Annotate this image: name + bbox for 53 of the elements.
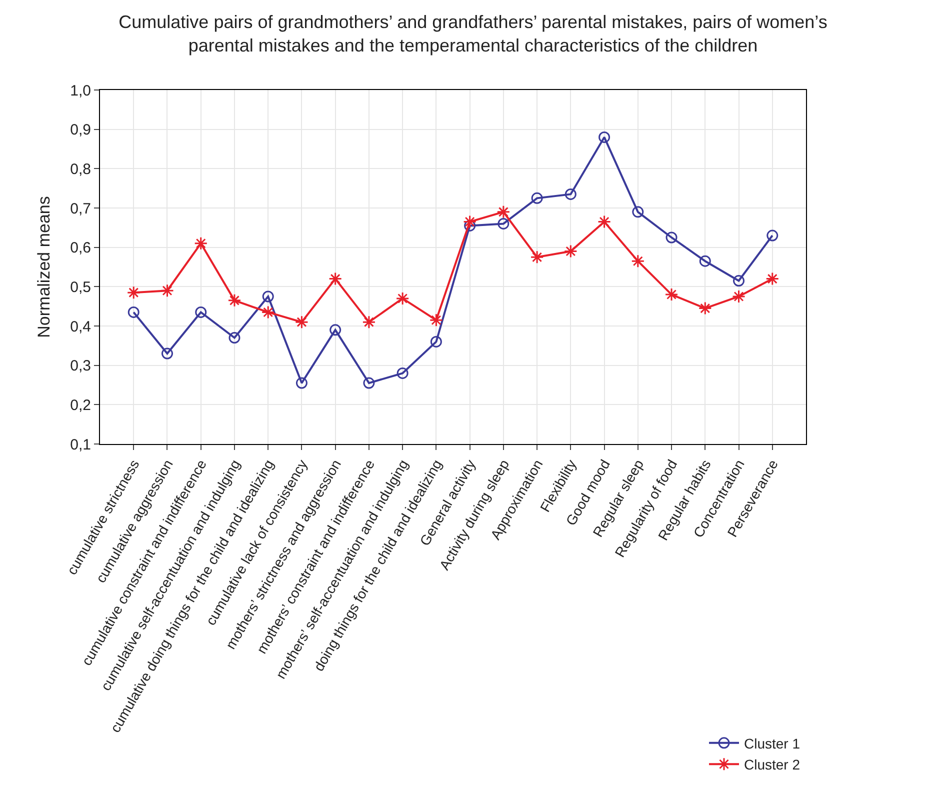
point [261,305,275,319]
y-tick-label: 0,8 [70,160,91,178]
y-tick-label: 0,2 [70,396,91,414]
legend-label: Cluster 1 [744,735,800,752]
point [666,232,678,244]
point [262,290,274,302]
point [463,215,477,229]
point [564,244,578,258]
point [699,255,711,267]
point [766,272,780,286]
point [160,284,174,298]
point [330,324,342,336]
point [429,313,443,327]
point [362,315,376,329]
y-tick-label: 0,1 [70,436,91,454]
point [530,250,544,264]
point [296,377,308,389]
point [698,302,712,316]
y-axis-title: Normalized means [34,196,54,338]
point [733,275,745,287]
y-tick-label: 0,5 [70,278,91,296]
point [363,377,375,389]
point [294,315,308,329]
y-tick-label: 0,7 [70,200,91,218]
point [564,188,576,200]
point [126,286,140,300]
point [128,306,140,318]
point [631,254,645,268]
point [328,272,342,286]
point [194,236,208,250]
point [498,218,510,230]
point [396,367,408,379]
y-tick-label: 0,3 [70,358,91,375]
point [632,206,644,218]
y-tick-label: 0,6 [70,240,91,257]
point [598,131,610,143]
y-tick-label: 0,4 [70,318,91,336]
point [195,306,207,318]
point [430,336,442,348]
point [732,290,746,304]
chart-title: Cumulative pairs of grandmothers’ and grandfathers’ parental mistakes, pairs of women’s parental mistakes and the temperamental characteristics of the children [118,12,828,56]
point [228,294,242,308]
point [598,215,612,229]
point [664,288,678,302]
point [766,230,778,242]
point [161,348,173,360]
y-tick-label: 0,9 [70,122,91,139]
point [496,205,510,219]
y-tick-label: 1,0 [70,82,91,100]
point [228,332,240,344]
point [531,192,543,204]
point [396,292,410,306]
legend-label: Cluster 2 [744,756,800,773]
